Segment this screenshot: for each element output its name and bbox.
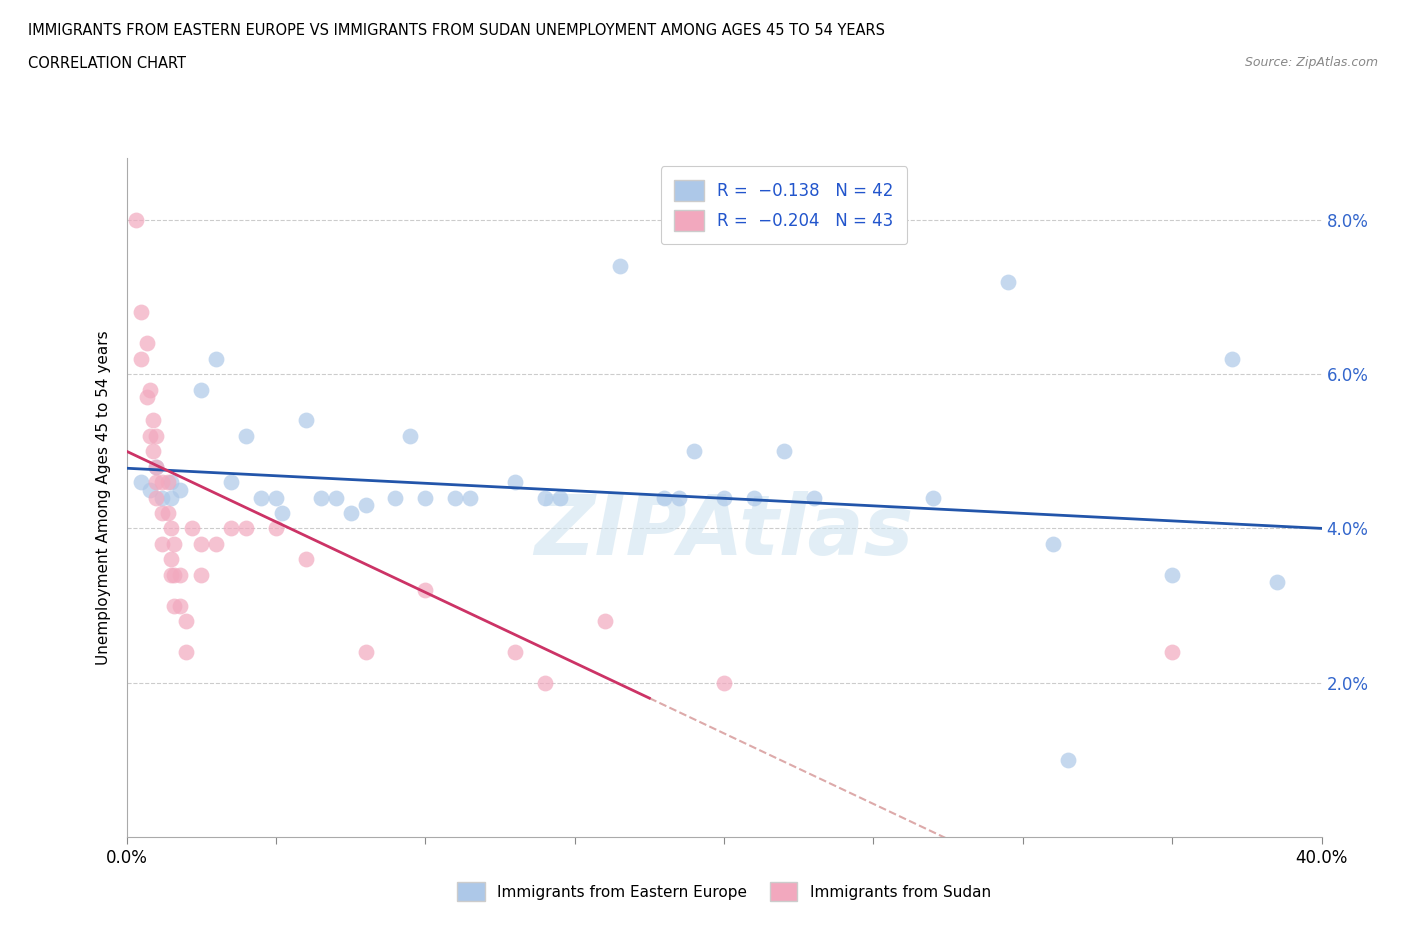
- Point: [157, 506, 180, 521]
- Point: [136, 390, 159, 405]
- Point: [652, 490, 675, 505]
- Point: [683, 444, 706, 458]
- Point: [773, 444, 796, 458]
- Point: [668, 490, 690, 505]
- Point: [503, 644, 526, 659]
- Legend: Immigrants from Eastern Europe, Immigrants from Sudan: Immigrants from Eastern Europe, Immigran…: [451, 875, 997, 908]
- Point: [713, 675, 735, 690]
- Point: [160, 490, 183, 505]
- Point: [354, 498, 377, 512]
- Point: [152, 474, 174, 489]
- Point: [713, 490, 735, 505]
- Point: [131, 474, 153, 489]
- Text: ZIPAtlas: ZIPAtlas: [534, 491, 914, 572]
- Point: [309, 490, 332, 505]
- Point: [264, 521, 287, 536]
- Point: [384, 490, 406, 505]
- Point: [219, 521, 242, 536]
- Point: [139, 483, 162, 498]
- Point: [415, 583, 437, 598]
- Point: [997, 274, 1019, 289]
- Point: [160, 521, 183, 536]
- Point: [922, 490, 945, 505]
- Point: [1161, 644, 1184, 659]
- Point: [325, 490, 347, 505]
- Point: [169, 483, 191, 498]
- Point: [145, 474, 167, 489]
- Point: [205, 537, 228, 551]
- Point: [142, 413, 165, 428]
- Point: [124, 212, 146, 227]
- Point: [235, 429, 257, 444]
- Point: [399, 429, 422, 444]
- Point: [1042, 537, 1064, 551]
- Point: [152, 490, 174, 505]
- Point: [458, 490, 481, 505]
- Text: Source: ZipAtlas.com: Source: ZipAtlas.com: [1244, 56, 1378, 69]
- Point: [294, 551, 316, 566]
- Point: [1265, 575, 1288, 590]
- Point: [534, 675, 557, 690]
- Point: [205, 352, 228, 366]
- Point: [131, 352, 153, 366]
- Point: [264, 490, 287, 505]
- Point: [160, 551, 183, 566]
- Point: [190, 382, 212, 397]
- Point: [169, 598, 191, 613]
- Point: [219, 474, 242, 489]
- Point: [609, 259, 631, 273]
- Point: [163, 537, 186, 551]
- Point: [152, 537, 174, 551]
- Point: [152, 506, 174, 521]
- Point: [163, 567, 186, 582]
- Point: [339, 506, 361, 521]
- Point: [415, 490, 437, 505]
- Point: [250, 490, 273, 505]
- Point: [174, 644, 197, 659]
- Point: [160, 567, 183, 582]
- Point: [142, 444, 165, 458]
- Point: [548, 490, 571, 505]
- Point: [294, 413, 316, 428]
- Point: [145, 459, 167, 474]
- Text: IMMIGRANTS FROM EASTERN EUROPE VS IMMIGRANTS FROM SUDAN UNEMPLOYMENT AMONG AGES : IMMIGRANTS FROM EASTERN EUROPE VS IMMIGR…: [28, 23, 886, 38]
- Point: [270, 506, 294, 521]
- Point: [157, 474, 180, 489]
- Point: [145, 490, 167, 505]
- Point: [444, 490, 467, 505]
- Point: [1056, 752, 1078, 767]
- Point: [160, 474, 183, 489]
- Point: [235, 521, 257, 536]
- Y-axis label: Unemployment Among Ages 45 to 54 years: Unemployment Among Ages 45 to 54 years: [96, 330, 111, 665]
- Point: [190, 567, 212, 582]
- Point: [139, 429, 162, 444]
- Point: [181, 521, 204, 536]
- Point: [131, 305, 153, 320]
- Point: [139, 382, 162, 397]
- Point: [803, 490, 825, 505]
- Point: [742, 490, 765, 505]
- Point: [1161, 567, 1184, 582]
- Point: [145, 429, 167, 444]
- Point: [169, 567, 191, 582]
- Point: [593, 614, 616, 629]
- Point: [190, 537, 212, 551]
- Point: [1220, 352, 1243, 366]
- Text: CORRELATION CHART: CORRELATION CHART: [28, 56, 186, 71]
- Point: [354, 644, 377, 659]
- Point: [503, 474, 526, 489]
- Point: [145, 459, 167, 474]
- Point: [534, 490, 557, 505]
- Point: [163, 598, 186, 613]
- Point: [174, 614, 197, 629]
- Point: [136, 336, 159, 351]
